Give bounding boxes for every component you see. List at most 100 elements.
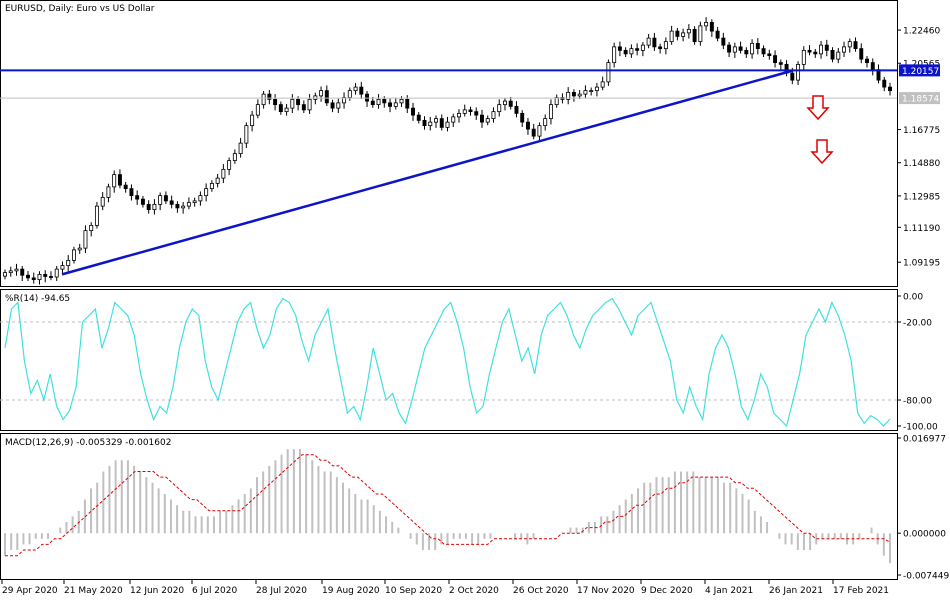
- candle-body: [192, 200, 197, 204]
- macd-layer: [4, 449, 891, 564]
- candle-body: [566, 91, 571, 100]
- candle-body: [583, 90, 588, 95]
- candle-body: [376, 98, 381, 106]
- candle-body: [750, 42, 755, 55]
- level-price-label: 1.20157: [902, 67, 939, 77]
- candle-body: [606, 62, 611, 83]
- time-tick-label: 26 Jan 2021: [769, 586, 823, 596]
- candle-body: [267, 93, 272, 100]
- candle-body: [301, 104, 306, 111]
- candle-body: [778, 62, 783, 65]
- candle-body: [652, 37, 657, 48]
- time-tick-label: 17 Nov 2020: [577, 586, 635, 596]
- candle-body: [514, 105, 519, 114]
- candle-body: [198, 195, 203, 202]
- macd-tick-label: -0.007449: [903, 572, 949, 582]
- candle-body: [416, 114, 421, 121]
- time-tick-label: 2 Oct 2020: [449, 586, 499, 596]
- macd-tick-label: 0.016977: [903, 435, 946, 445]
- candle-body: [520, 112, 525, 123]
- candle-body: [502, 100, 507, 106]
- williams-r-layer: [0, 297, 897, 428]
- candle-body: [658, 46, 663, 50]
- price-tick-label: 1.12985: [903, 192, 940, 202]
- candle-body: [847, 41, 852, 48]
- candle-body: [152, 203, 157, 211]
- price-layer: [0, 17, 897, 285]
- price-tick-label: 1.22460: [903, 27, 940, 37]
- candle-body: [359, 86, 364, 95]
- chart-title: EURUSD, Daily: Euro vs US Dollar: [5, 4, 155, 14]
- price-panel: [0, 0, 898, 287]
- candle-body: [411, 107, 415, 116]
- candle-body: [859, 48, 864, 60]
- candle-body: [451, 116, 456, 123]
- candle-body: [623, 49, 628, 55]
- time-tick-label: 21 May 2020: [64, 586, 123, 596]
- candle-body: [238, 142, 243, 155]
- candle-body: [71, 249, 76, 261]
- candle-body: [554, 97, 559, 106]
- candle-body: [686, 28, 691, 34]
- candle-body: [462, 109, 467, 114]
- wr-tick-label: -20.00: [903, 319, 932, 329]
- candle-body: [422, 119, 427, 127]
- candle-body: [140, 198, 145, 205]
- candle-body: [589, 90, 594, 93]
- candle-body: [169, 200, 174, 205]
- price-tick-label: 1.11190: [903, 224, 940, 234]
- price-tick-label: 1.14880: [903, 159, 940, 169]
- candle-body: [94, 205, 99, 226]
- time-tick-label: 28 Jul 2020: [256, 586, 307, 596]
- candle-body: [405, 98, 410, 109]
- candle-body: [836, 51, 841, 60]
- candle-body: [853, 41, 858, 50]
- candle-body: [457, 112, 461, 118]
- bid-price-label: 1.18574: [902, 95, 939, 105]
- down-arrow-icon: [810, 139, 834, 165]
- candle-body: [439, 118, 444, 128]
- candle-body: [158, 195, 163, 205]
- candle-body: [790, 72, 795, 81]
- candle-body: [543, 118, 548, 127]
- candle-body: [175, 203, 180, 209]
- candle-body: [26, 274, 30, 279]
- candle-body: [77, 247, 82, 251]
- axis-layer: 1.224601.205651.185741.167751.148801.129…: [1, 27, 949, 596]
- candle-body: [66, 259, 71, 267]
- candle-body: [755, 42, 760, 50]
- time-tick-label: 6 Jul 2020: [192, 586, 237, 596]
- time-tick-label: 10 Sep 2020: [385, 586, 442, 596]
- candle-body: [60, 265, 65, 270]
- candle-body: [709, 21, 714, 32]
- candle-body: [146, 203, 151, 211]
- candle-body: [14, 268, 19, 272]
- candle-body: [393, 102, 398, 107]
- candle-body: [290, 98, 295, 109]
- candle-body: [31, 277, 36, 281]
- candle-body: [255, 104, 260, 116]
- candle-body: [388, 102, 393, 107]
- candle-body: [801, 49, 806, 65]
- candle-body: [100, 196, 105, 207]
- candle-body: [89, 224, 94, 232]
- wr-tick-label: -100.00: [903, 423, 938, 433]
- candle-body: [824, 44, 829, 51]
- candle-body: [434, 118, 438, 123]
- candle-body: [796, 63, 801, 81]
- candle-body: [525, 121, 530, 130]
- candle-body: [20, 268, 25, 276]
- candle-body: [882, 79, 887, 88]
- candle-body: [330, 102, 335, 109]
- candle-body: [767, 53, 772, 57]
- candle-body: [617, 46, 622, 51]
- candle-body: [474, 111, 479, 116]
- candle-body: [819, 44, 824, 55]
- candle-body: [54, 268, 59, 278]
- time-tick-label: 26 Oct 2020: [513, 586, 569, 596]
- candle-body: [629, 48, 634, 55]
- candle-body: [370, 100, 375, 106]
- candle-body: [600, 81, 605, 88]
- candle-body: [727, 44, 732, 53]
- time-tick-label: 12 Jun 2020: [130, 586, 184, 596]
